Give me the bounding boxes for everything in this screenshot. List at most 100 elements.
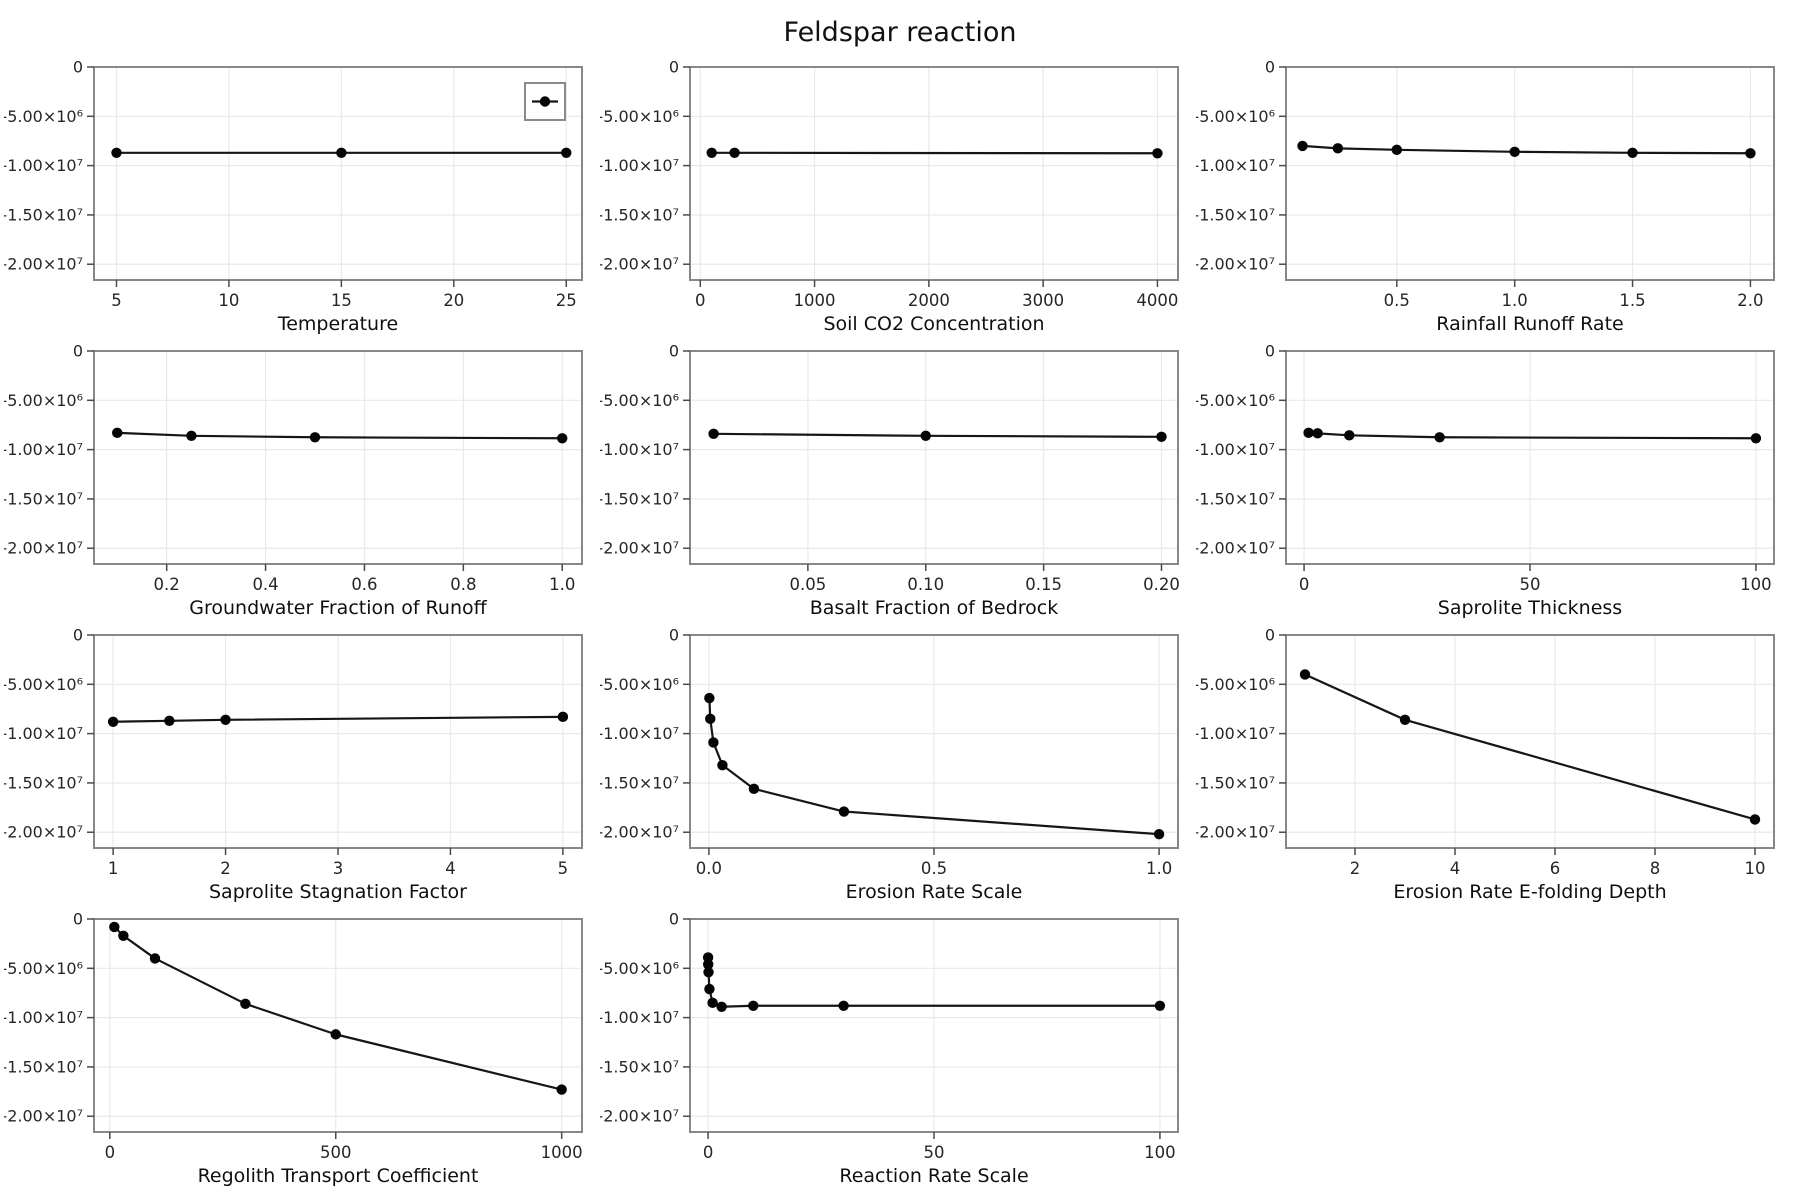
y-tick-label: -1.50×10⁷ — [1196, 489, 1275, 508]
data-point-marker — [1434, 432, 1445, 443]
y-tick-label: -2.00×10⁷ — [1196, 255, 1275, 274]
subplot-erosion-rate-e-folding-depth: 0 -5.00×10⁶ -1.00×10⁷ -1.50×10⁷ -2.00×10⁷ 2 4 6… — [1193, 626, 1792, 910]
x-tick-label: 1.5 — [1619, 291, 1645, 310]
x-tick-label: 100 — [1144, 1143, 1176, 1162]
data-point-marker — [706, 147, 717, 158]
x-tick-label: 1.0 — [1146, 859, 1172, 878]
x-tick-label: 4 — [445, 859, 456, 878]
x-tick-label: 4 — [1450, 859, 1461, 878]
x-tick-label: 20 — [443, 291, 464, 310]
y-tick-label: -1.00×10⁷ — [600, 1008, 679, 1027]
data-point-marker — [838, 806, 850, 817]
x-tick-label: 6 — [1550, 859, 1561, 878]
plot-canvas-temperature: 0 -5.00×10⁶ -1.00×10⁷ -1.50×10⁷ -2.00×10⁷ 5 10… — [1, 58, 583, 335]
y-tick-label: -5.00×10⁶ — [600, 959, 679, 978]
y-tick-label: -2.00×10⁷ — [600, 1107, 679, 1126]
data-point-marker — [716, 1001, 727, 1012]
x-tick-label: 1 — [108, 859, 119, 878]
plot-frame — [689, 350, 1179, 565]
y-tick-label: -1.50×10⁷ — [600, 205, 679, 224]
y-tick-label: -5.00×10⁶ — [1196, 107, 1275, 126]
x-axis-title: Reaction Rate Scale — [839, 1165, 1028, 1187]
y-tick-label: 0 — [669, 626, 679, 645]
y-tick-label: -5.00×10⁶ — [1196, 675, 1275, 694]
data-line — [713, 432, 1162, 438]
x-tick-label: 0.4 — [252, 575, 278, 594]
subplot-saprolite-stagnation-factor: 0 -5.00×10⁶ -1.00×10⁷ -1.50×10⁷ -2.00×10⁷ 1 2 3… — [1, 626, 600, 910]
x-tick-label: 0.2 — [154, 575, 180, 594]
x-axis-title: Rainfall Runoff Rate — [1436, 313, 1623, 335]
x-tick-label: 100 — [1740, 575, 1772, 594]
x-tick-label: 3 — [333, 859, 344, 878]
plot-canvas-erosion-rate-scale: 0 -5.00×10⁶ -1.00×10⁷ -1.50×10⁷ -2.00×10⁷ 0.0… — [597, 626, 1179, 903]
page-title: Feldspar reaction — [783, 17, 1017, 48]
data-point-marker — [1509, 146, 1520, 158]
data-point-marker — [1750, 433, 1762, 444]
x-tick-label: 2 — [220, 859, 231, 878]
data-point-marker — [220, 714, 231, 726]
y-tick-label: -2.00×10⁷ — [600, 823, 679, 842]
x-tick-label: 1000 — [794, 291, 836, 310]
y-tick-label: -1.50×10⁷ — [600, 1057, 679, 1076]
x-tick-label: 0.5 — [921, 859, 947, 878]
y-tick-label: -1.50×10⁷ — [4, 1057, 83, 1076]
data-point-marker — [920, 430, 931, 442]
legend-box — [524, 82, 566, 121]
y-tick-label: 0 — [669, 58, 679, 77]
plot-canvas-regolith-transport-coefficient: 0 -5.00×10⁶ -1.00×10⁷ -1.50×10⁷ -2.00×10⁷ 0 50… — [1, 910, 583, 1187]
y-tick-label: -1.50×10⁷ — [4, 489, 83, 508]
subplot-saprolite-thickness: 0 -5.00×10⁶ -1.00×10⁷ -1.50×10⁷ -2.00×10⁷ 0 50… — [1193, 342, 1792, 626]
y-tick-label: -1.00×10⁷ — [4, 724, 83, 743]
x-tick-label: 2.0 — [1737, 291, 1763, 310]
y-tick-label: -5.00×10⁶ — [4, 675, 83, 694]
y-tick-label: 0 — [669, 342, 679, 361]
data-point-marker — [748, 783, 760, 795]
data-point-marker — [1749, 814, 1761, 825]
y-tick-label: -1.50×10⁷ — [600, 489, 679, 508]
subplot-erosion-rate-scale: 0 -5.00×10⁶ -1.00×10⁷ -1.50×10⁷ -2.00×10⁷ 0.0… — [597, 626, 1196, 910]
data-point-marker — [704, 983, 715, 995]
subplot-rainfall-runoff-rate: 0 -5.00×10⁶ -1.00×10⁷ -1.50×10⁷ -2.00×10⁷ 0.5… — [1193, 58, 1792, 342]
data-point-marker — [1627, 147, 1638, 158]
x-tick-label: 5 — [111, 291, 122, 310]
x-axis-title: Saprolite Thickness — [1438, 597, 1622, 619]
x-tick-label: 2000 — [908, 291, 950, 310]
y-tick-label: -5.00×10⁶ — [600, 675, 679, 694]
data-point-marker — [707, 997, 718, 1009]
y-tick-label: 0 — [1265, 58, 1275, 77]
x-tick-label: 0 — [695, 291, 706, 310]
data-point-marker — [703, 967, 714, 978]
data-point-marker — [556, 1084, 567, 1095]
data-point-marker — [1745, 148, 1756, 159]
x-tick-label: 2 — [1350, 859, 1361, 878]
y-tick-label: -2.00×10⁷ — [4, 255, 83, 274]
x-tick-label: 25 — [556, 291, 577, 310]
x-axis-title: Temperature — [277, 313, 398, 335]
data-point-marker — [336, 147, 347, 158]
x-tick-label: 10 — [218, 291, 239, 310]
data-point-marker — [1391, 144, 1403, 156]
x-tick-label: 0.05 — [789, 575, 826, 594]
plot-frame — [1285, 634, 1775, 849]
subplot-regolith-transport-coefficient: 0 -5.00×10⁶ -1.00×10⁷ -1.50×10⁷ -2.00×10⁷ 0 50… — [1, 910, 600, 1194]
data-point-marker — [717, 759, 728, 771]
y-tick-label: -1.00×10⁷ — [1196, 440, 1275, 459]
x-axis-title: Basalt Fraction of Bedrock — [810, 597, 1058, 619]
y-tick-label: 0 — [1265, 342, 1275, 361]
data-point-marker — [118, 930, 129, 941]
data-point-marker — [112, 427, 123, 439]
data-point-marker — [149, 953, 161, 964]
data-point-marker — [109, 921, 120, 933]
data-point-marker — [557, 433, 568, 444]
y-tick-label: -1.00×10⁷ — [600, 156, 679, 175]
data-point-marker — [1152, 148, 1163, 159]
y-tick-label: 0 — [73, 342, 83, 361]
y-tick-label: -2.00×10⁷ — [600, 539, 679, 558]
data-point-marker — [708, 737, 719, 748]
y-tick-label: -5.00×10⁶ — [600, 391, 679, 410]
y-tick-label: -1.00×10⁷ — [600, 440, 679, 459]
x-axis-title: Erosion Rate Scale — [846, 881, 1023, 903]
x-tick-label: 0.20 — [1143, 575, 1180, 594]
data-point-marker — [240, 998, 251, 1010]
